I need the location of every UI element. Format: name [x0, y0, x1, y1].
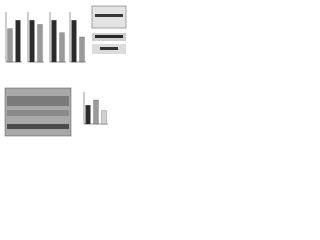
bar — [51, 20, 57, 63]
blot-band — [7, 96, 69, 106]
bar — [93, 99, 99, 125]
blot-band — [100, 47, 118, 50]
blot-band — [7, 124, 69, 129]
blot-band — [95, 14, 123, 17]
bar — [37, 24, 43, 63]
blot-band — [95, 35, 123, 38]
bar — [15, 20, 21, 63]
bar — [29, 20, 35, 63]
blot-band — [7, 110, 69, 116]
bar — [79, 36, 85, 63]
bar — [59, 32, 65, 63]
bar — [85, 105, 91, 125]
figure — [4, 5, 127, 137]
bar — [7, 28, 13, 63]
bar — [101, 110, 107, 125]
bar — [71, 20, 77, 63]
